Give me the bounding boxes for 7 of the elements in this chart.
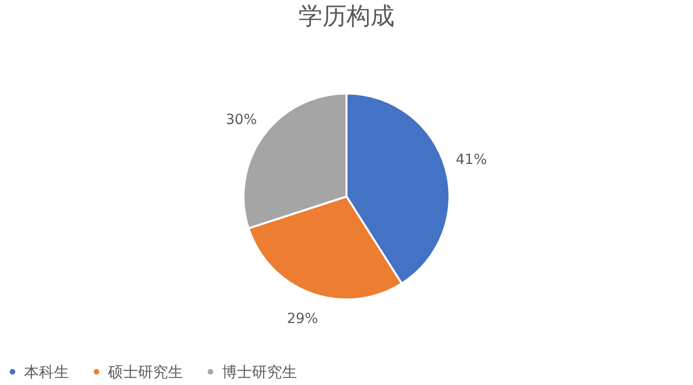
data-label: 29% bbox=[286, 310, 318, 327]
legend-label: 本科生 bbox=[24, 362, 69, 381]
data-label: 30% bbox=[226, 112, 257, 128]
legend-label: 博士研究生 bbox=[222, 362, 297, 381]
chart-title: 学历构成 bbox=[298, 2, 394, 30]
data-label: 41% bbox=[456, 152, 487, 168]
legend-label: 硕士研究生 bbox=[107, 362, 183, 381]
